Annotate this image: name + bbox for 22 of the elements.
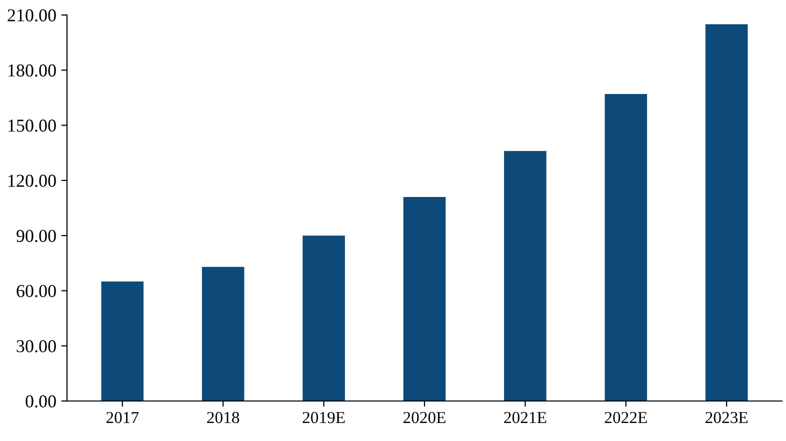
bar — [202, 266, 244, 401]
y-tick-label: 180.00 — [8, 64, 56, 77]
y-tick-label: 90.00 — [16, 230, 56, 242]
x-tick-label: 2018 — [207, 412, 240, 424]
y-tick-label: 60.00 — [16, 284, 56, 298]
y-tick-label: 150.00 — [8, 120, 56, 132]
bar — [705, 24, 748, 401]
y-tick-label: 30.00 — [16, 340, 56, 352]
y-tick-label: 0.00 — [26, 395, 56, 408]
bar — [604, 94, 648, 401]
bar — [302, 236, 345, 401]
x-tick-label: 2020E — [403, 412, 446, 424]
x-tick-label: 2022E — [604, 412, 647, 424]
bar — [403, 196, 446, 401]
x-tick-label: 2023E — [706, 412, 748, 424]
y-tick-label: 120.00 — [8, 174, 56, 187]
x-tick-label: 2019E — [302, 412, 345, 424]
y-tick-label: 210.00 — [8, 9, 56, 22]
bar — [504, 151, 546, 401]
bar — [101, 282, 144, 401]
x-tick-label: 2021E — [504, 412, 546, 424]
x-tick-label: 2017 — [106, 412, 139, 424]
